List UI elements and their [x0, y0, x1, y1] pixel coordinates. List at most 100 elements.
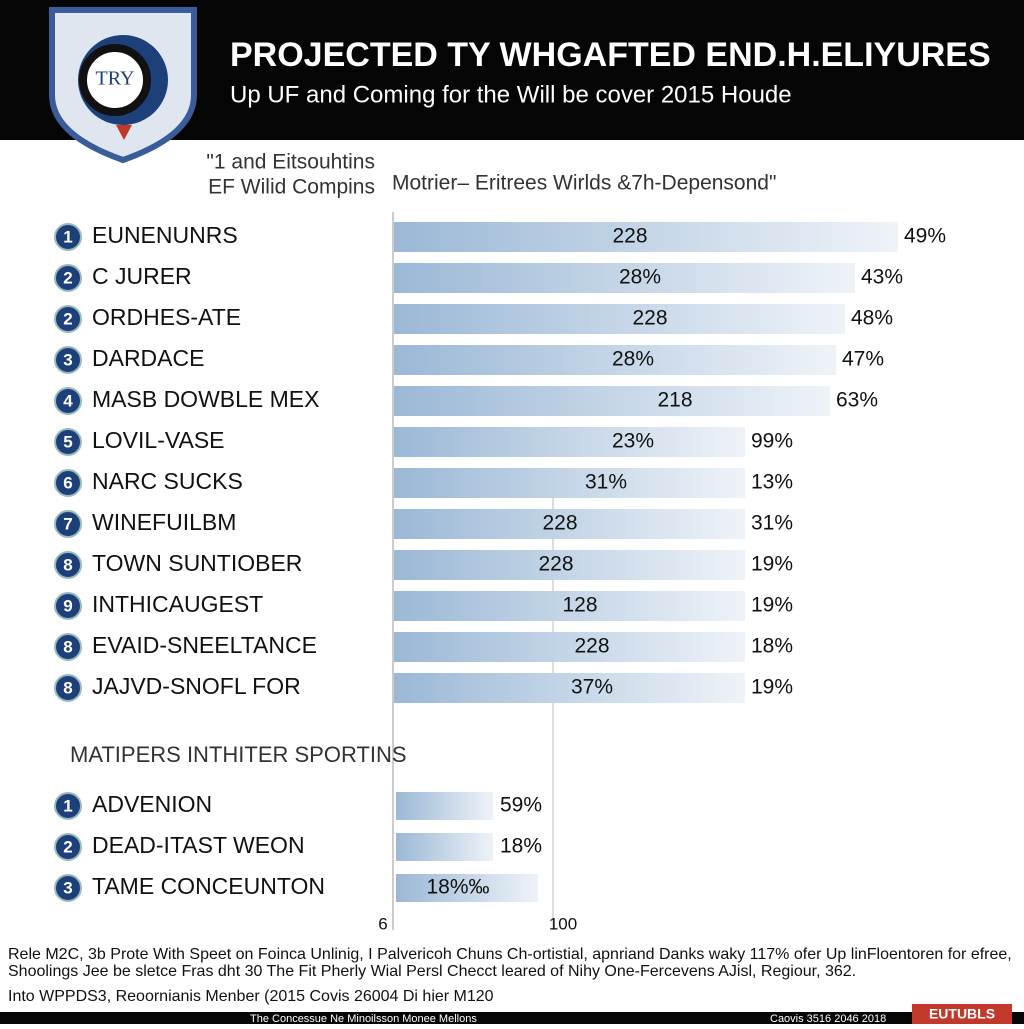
rank-badge — [54, 223, 82, 251]
bar — [394, 427, 745, 457]
bottom-text: Caovis 3516 2046 2018 — [770, 1013, 886, 1024]
rank: 2 — [63, 268, 72, 287]
bottom-text: The Concessue Ne Minoilsson Monee Mellon… — [250, 1013, 477, 1024]
rank-badge — [54, 305, 82, 333]
row-pct: 18%‰ — [426, 876, 489, 899]
row-pct: 19% — [751, 594, 793, 617]
bar-label: 31% — [585, 471, 627, 494]
rank: 1 — [63, 796, 72, 815]
bar-label: 228 — [574, 635, 609, 658]
row-pct: 19% — [751, 553, 793, 576]
row-name: ADVENION — [92, 791, 212, 817]
bar-label: 37% — [571, 676, 613, 699]
axis-label: 6 — [378, 914, 387, 933]
row-name: EVAID-SNEELTANCE — [92, 632, 317, 658]
row-pct: 13% — [751, 471, 793, 494]
row-name: C JURER — [92, 263, 192, 289]
bar-label: 228 — [612, 225, 647, 248]
subtitle: Up UF and Coming for the Will be cover 2… — [230, 81, 792, 108]
bar-label: 218 — [657, 389, 692, 412]
rank: 8 — [63, 637, 72, 656]
footer-text: Shoolings Jee be sletce Fras dht 30 The … — [8, 963, 856, 980]
logo: TRY — [49, 7, 197, 164]
row-pct: 18% — [751, 635, 793, 658]
row-pct: 99% — [751, 430, 793, 453]
rank-badge — [54, 264, 82, 292]
bar — [396, 833, 493, 861]
row-name: INTHICAUGEST — [92, 591, 263, 617]
rank-badge — [54, 346, 82, 374]
badge — [912, 1004, 1012, 1024]
row-name: WINEFUILBM — [92, 509, 236, 535]
rank: 6 — [63, 473, 72, 492]
bar — [394, 468, 745, 498]
bottom-bar — [0, 1012, 1024, 1024]
rows: 1 ADVENION 59% 2 DEAD-ITAST WEON 18% 3 TAME CON… — [54, 791, 542, 902]
bar — [394, 304, 845, 334]
bar — [394, 550, 745, 580]
rank-badge — [54, 387, 82, 415]
bar-label: 128 — [562, 594, 597, 617]
rank: 9 — [63, 596, 72, 615]
bar-label: 228 — [542, 512, 577, 535]
row-name: ORDHES-ATE — [92, 304, 241, 330]
bar — [394, 509, 745, 539]
column-header: "1 and Eitsouhtins — [206, 151, 375, 174]
rank: 8 — [63, 555, 72, 574]
rank-badge — [54, 469, 82, 497]
rank-badge — [54, 792, 82, 820]
bar-label: 28% — [612, 348, 654, 371]
row-name: LOVIL-VASE — [92, 427, 225, 453]
rank-badge — [54, 428, 82, 456]
row-pct: 18% — [500, 835, 542, 858]
bar-label: 228 — [538, 553, 573, 576]
row-pct: 48% — [851, 307, 893, 330]
bar — [394, 345, 836, 375]
rank-badge — [54, 833, 82, 861]
row-pct: 19% — [751, 676, 793, 699]
rank: 7 — [63, 514, 72, 533]
rows: 1 EUNENUNRS 228 49% 2 C JURER 28% 43% 2 ORDHES-AT… — [54, 222, 946, 703]
bar — [394, 263, 855, 293]
row-name: TAME CONCEUNTON — [92, 873, 325, 899]
row-pct: 43% — [861, 266, 903, 289]
rank-badge — [54, 510, 82, 538]
bar — [396, 874, 538, 902]
rank-badge — [54, 551, 82, 579]
column-header: EF Wilid Compins — [208, 176, 375, 199]
row-pct: 63% — [836, 389, 878, 412]
bar-label: 23% — [612, 430, 654, 453]
footer-text: Into WPPDS3, Reoornianis Menber (2015 Co… — [8, 988, 494, 1005]
row-pct: 31% — [751, 512, 793, 535]
bar — [394, 673, 745, 703]
row-name: MASB DOWBLE MEX — [92, 386, 319, 412]
rank: 5 — [63, 432, 72, 451]
row-name: EUNENUNRS — [92, 222, 238, 248]
rank-badge — [54, 633, 82, 661]
row-name: DARDACE — [92, 345, 204, 371]
rank: 3 — [63, 878, 72, 897]
rank-badge — [54, 592, 82, 620]
footer-text: Rele M2C, 3b Prote With Speet on Foinca … — [8, 946, 1012, 963]
rank-badge — [54, 874, 82, 902]
logo-text: TRY — [96, 68, 135, 90]
row-pct: 47% — [842, 348, 884, 371]
bar — [394, 632, 745, 662]
rank: 8 — [63, 678, 72, 697]
rank: 1 — [63, 227, 72, 246]
rank: 3 — [63, 350, 72, 369]
bar — [396, 792, 493, 820]
row-name: JAJVD-SNOFL FOR — [92, 673, 301, 699]
title: PROJECTED TY WHGAFTED END.H.ELIYURES — [230, 36, 991, 74]
rank: 2 — [63, 309, 72, 328]
badge-text: EUTUBLS — [929, 1006, 995, 1022]
axis-label: 100 — [549, 914, 577, 933]
row-pct: 49% — [904, 225, 946, 248]
bar-label: 28% — [619, 266, 661, 289]
row-name: DEAD-ITAST WEON — [92, 832, 305, 858]
bar-label: 228 — [632, 307, 667, 330]
bar — [394, 591, 745, 621]
row-name: NARC SUCKS — [92, 468, 243, 494]
bar — [394, 222, 898, 252]
